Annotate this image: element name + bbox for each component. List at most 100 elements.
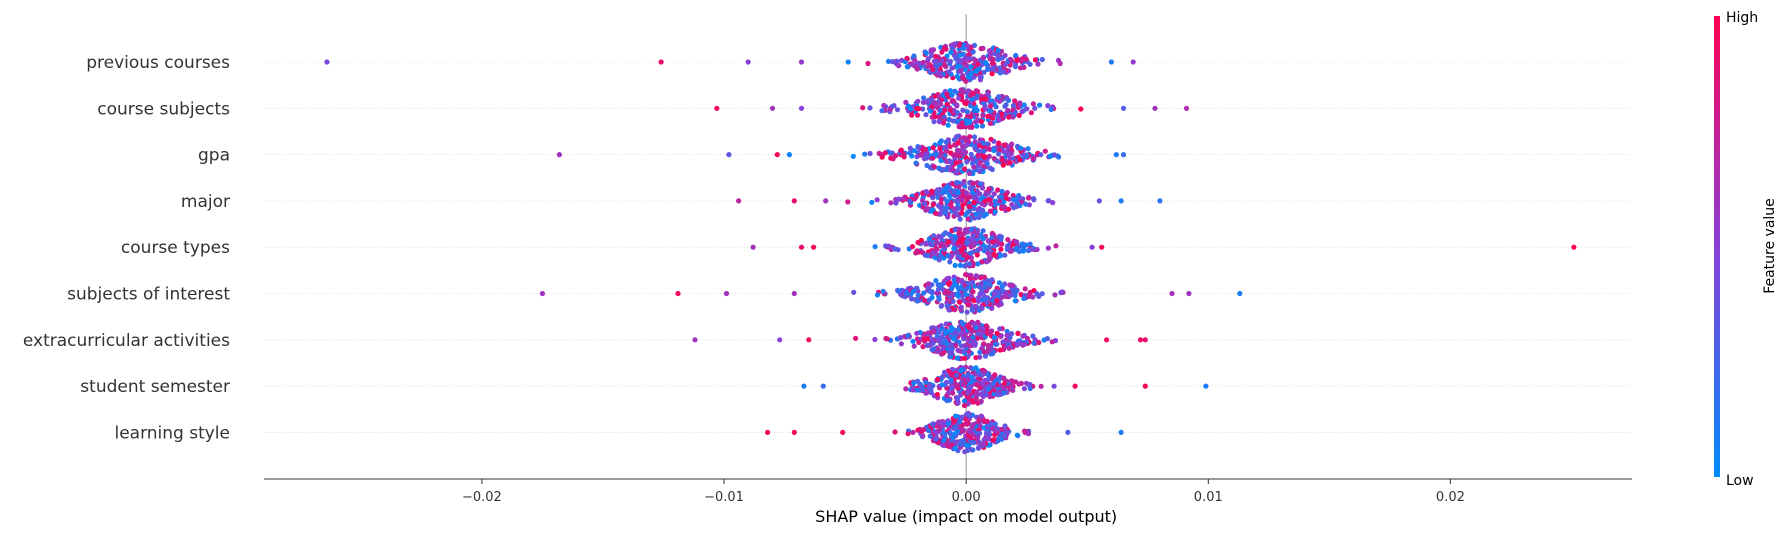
data-point — [989, 60, 996, 66]
data-point — [1039, 56, 1045, 63]
data-point — [1021, 428, 1028, 434]
data-point — [966, 170, 973, 177]
data-point — [952, 262, 958, 268]
data-point — [917, 382, 923, 388]
data-point — [940, 120, 947, 126]
data-point — [964, 190, 970, 196]
data-point — [956, 124, 962, 130]
data-point — [992, 372, 998, 378]
data-point — [986, 255, 993, 261]
data-point — [1050, 200, 1056, 206]
feature-dots-row — [556, 133, 1127, 177]
data-point — [1078, 106, 1084, 112]
data-point — [903, 386, 909, 392]
data-point-outlier — [1137, 337, 1144, 343]
data-point — [1018, 291, 1024, 298]
data-point — [973, 365, 979, 371]
data-point — [968, 272, 974, 278]
data-point — [962, 355, 968, 361]
data-point — [880, 288, 886, 294]
data-point — [992, 427, 998, 434]
data-point-outlier — [798, 59, 805, 65]
feature-label: gpa — [198, 146, 230, 166]
data-point-outlier — [823, 198, 829, 204]
data-point — [990, 239, 996, 245]
data-point — [1010, 283, 1016, 289]
data-point — [1002, 204, 1008, 211]
data-point — [1045, 103, 1051, 109]
data-point — [916, 339, 922, 345]
data-point — [982, 353, 989, 359]
data-point — [932, 250, 939, 256]
data-point — [994, 330, 1000, 336]
data-point — [900, 288, 906, 294]
data-point — [1042, 148, 1048, 154]
data-point — [945, 164, 951, 170]
colorbar: High Low Feature value — [1714, 10, 1778, 489]
data-point — [944, 379, 950, 385]
data-point — [923, 155, 929, 161]
data-point — [974, 230, 980, 236]
data-point — [971, 341, 977, 347]
data-point-outlier — [1183, 105, 1190, 111]
data-point — [948, 49, 954, 55]
data-point — [944, 346, 951, 352]
data-point — [956, 253, 962, 259]
data-point — [977, 168, 983, 174]
data-point — [964, 43, 970, 49]
data-point — [1036, 293, 1042, 299]
data-point — [930, 155, 936, 161]
data-point — [999, 188, 1005, 194]
data-point-outlier — [1169, 290, 1175, 297]
data-point — [945, 122, 951, 128]
data-point — [998, 246, 1004, 252]
feature-dots-row — [692, 319, 1148, 362]
data-point — [985, 435, 992, 442]
data-point — [946, 307, 952, 313]
data-point — [966, 324, 972, 330]
data-point — [923, 112, 929, 118]
data-point — [983, 323, 989, 329]
data-point — [914, 298, 920, 304]
data-point — [1010, 196, 1017, 203]
data-point — [1053, 243, 1059, 249]
data-point-outlier — [1120, 105, 1127, 111]
data-point — [1024, 335, 1030, 342]
data-point — [985, 250, 991, 256]
data-point — [1057, 60, 1063, 67]
data-point — [962, 100, 969, 106]
data-point — [965, 377, 971, 383]
data-point — [973, 193, 979, 199]
data-point — [957, 262, 964, 268]
data-point — [914, 248, 920, 254]
data-point — [1001, 385, 1007, 391]
feature-label: extracurricular activities — [23, 331, 230, 351]
data-point — [1023, 242, 1029, 248]
data-point — [947, 370, 953, 376]
colorbar-gradient — [1714, 16, 1720, 477]
data-point — [946, 239, 952, 245]
data-point — [997, 347, 1003, 353]
data-point — [926, 297, 932, 303]
feature-dots-row — [750, 226, 1577, 269]
data-point — [919, 428, 925, 435]
data-point — [978, 181, 984, 187]
data-point — [987, 103, 994, 109]
data-point — [982, 96, 988, 102]
data-point — [956, 184, 962, 190]
data-point — [911, 148, 918, 154]
data-point — [1012, 298, 1018, 304]
data-point — [920, 99, 927, 105]
data-point — [905, 332, 911, 338]
data-point — [936, 282, 942, 288]
data-point — [1004, 95, 1010, 101]
data-point — [974, 112, 980, 118]
data-point — [1003, 290, 1009, 296]
data-point — [944, 393, 950, 399]
data-point — [1002, 433, 1008, 439]
data-point-outlier — [1065, 429, 1071, 435]
data-point — [976, 376, 982, 382]
data-point — [963, 286, 969, 292]
x-tick-label: −0.01 — [704, 490, 744, 505]
data-point — [959, 198, 965, 204]
